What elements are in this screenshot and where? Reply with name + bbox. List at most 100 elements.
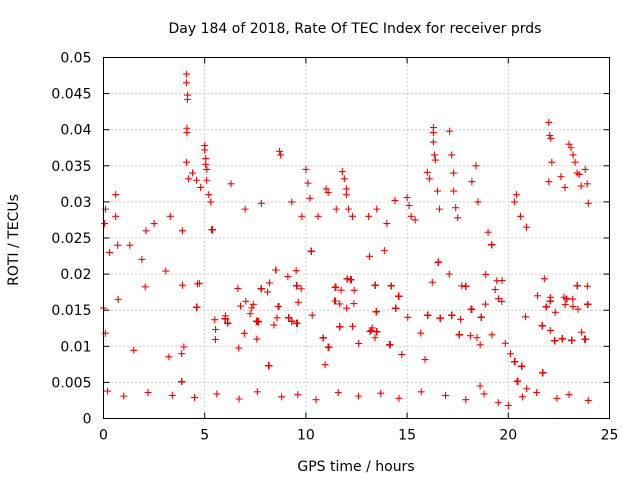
data-point (545, 118, 553, 126)
x-tick-label: 15 (398, 428, 416, 444)
data-point (253, 335, 261, 343)
data-point (338, 168, 346, 176)
data-point (467, 305, 475, 313)
y-tick-label: 0.015 (51, 303, 91, 319)
data-point (304, 179, 312, 187)
data-point (466, 332, 474, 340)
axis-ticks: 0 5 10 15 20 25 0 0.005 0.01 0.015 0.02 0.025 0.03 0.… (51, 51, 618, 444)
data-point (207, 198, 215, 206)
chart-title: Day 184 of 2018, Rate Of TEC Index for r… (169, 21, 542, 37)
data-point (561, 183, 569, 191)
data-point (340, 175, 348, 183)
x-tick-label: 10 (297, 428, 315, 444)
data-point (182, 79, 190, 87)
data-point (387, 282, 395, 290)
data-point (548, 158, 556, 166)
data-point (178, 378, 186, 386)
data-point (546, 297, 554, 305)
y-tick-label: 0.045 (51, 87, 91, 103)
data-point (274, 303, 282, 311)
data-point (189, 169, 197, 177)
data-point (331, 283, 339, 291)
data-point (104, 387, 112, 395)
data-point (565, 391, 573, 399)
data-point (178, 350, 186, 358)
data-point (484, 228, 492, 236)
data-point (284, 272, 292, 280)
data-point (575, 170, 583, 178)
data-point (391, 196, 399, 204)
data-point (294, 391, 302, 399)
data-point (342, 191, 350, 199)
data-point (573, 282, 581, 290)
data-point (297, 285, 305, 293)
data-point (324, 189, 332, 197)
data-point (344, 205, 352, 213)
data-point (551, 337, 559, 345)
data-point (178, 281, 186, 289)
data-point (237, 302, 245, 310)
data-point (325, 343, 333, 351)
data-point (431, 156, 439, 164)
data-point (567, 144, 575, 152)
data-point (584, 199, 592, 207)
y-tick-label: 0.03 (60, 195, 91, 211)
data-point (476, 341, 484, 349)
data-points (100, 70, 592, 410)
data-point (350, 300, 358, 308)
data-point (403, 194, 411, 202)
data-point (488, 241, 496, 249)
data-point (307, 247, 315, 255)
data-point (569, 151, 577, 159)
data-point (227, 180, 235, 188)
data-point (254, 318, 262, 326)
data-point (168, 391, 176, 399)
data-point (563, 295, 571, 303)
data-point (553, 394, 561, 402)
data-point (462, 396, 470, 404)
data-point (294, 298, 302, 306)
data-point (371, 334, 379, 342)
grid (103, 57, 610, 419)
data-point (355, 392, 363, 400)
data-point (377, 389, 385, 397)
data-point (442, 391, 450, 399)
data-point (141, 283, 149, 291)
data-point (343, 304, 351, 312)
data-point (331, 297, 339, 305)
data-point (372, 308, 380, 316)
data-point (421, 356, 429, 364)
data-point (405, 202, 413, 210)
data-point (417, 329, 425, 337)
data-point (293, 319, 301, 327)
data-point (380, 247, 388, 255)
data-point (446, 127, 454, 135)
data-point (445, 270, 453, 278)
y-tick-label: 0.025 (51, 231, 91, 247)
data-point (240, 329, 248, 337)
data-point (477, 313, 485, 321)
data-point (101, 220, 109, 228)
data-point (569, 303, 577, 311)
data-point (398, 351, 406, 359)
data-point (392, 304, 400, 312)
data-point (193, 176, 201, 184)
data-point (203, 176, 211, 184)
data-point (429, 138, 437, 146)
data-point (561, 301, 569, 309)
data-point (482, 270, 490, 278)
data-point (166, 212, 174, 220)
data-point (365, 212, 373, 220)
data-point (448, 151, 456, 159)
data-point (518, 362, 526, 370)
data-point (473, 334, 481, 342)
data-point (450, 169, 458, 177)
data-point (476, 382, 484, 390)
data-point (306, 194, 314, 202)
data-point (203, 165, 211, 173)
data-point (183, 129, 191, 137)
data-point (165, 353, 173, 361)
data-point (264, 288, 272, 296)
data-point (494, 399, 502, 407)
data-point (114, 241, 122, 249)
